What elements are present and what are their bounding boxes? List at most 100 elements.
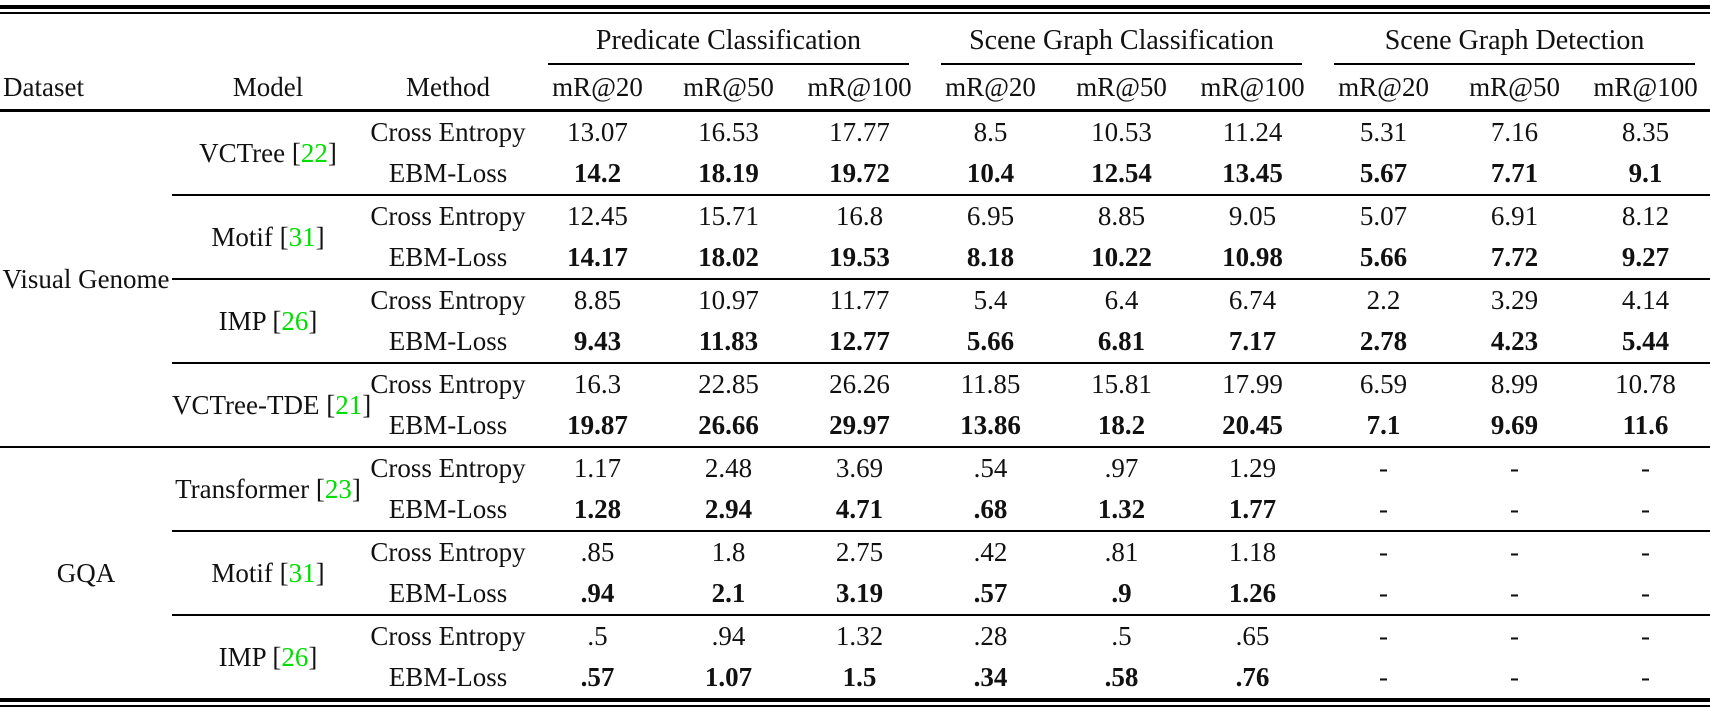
metric-header: mR@100 — [1187, 65, 1319, 112]
value-cell: 1.29 — [1187, 446, 1319, 489]
value-cell: 1.28 — [573, 494, 622, 524]
value-cell: 8.85 — [1056, 194, 1187, 237]
value-cell: 15.71 — [663, 194, 794, 237]
value-cell: - — [1580, 446, 1710, 489]
method-cell: EBM-Loss — [388, 326, 508, 356]
value-cell: 19.72 — [829, 158, 890, 188]
value-cell: 7.16 — [1490, 117, 1539, 147]
method-cell: Cross Entropy — [364, 446, 532, 489]
column-header-row: Dataset Model Method mR@20 mR@50 mR@100 … — [0, 65, 1710, 112]
metric-header: mR@50 — [1056, 65, 1187, 112]
value-cell: 9.05 — [1187, 194, 1319, 237]
value-cell: 18.02 — [698, 242, 759, 272]
col-header-model: Model — [172, 65, 364, 112]
value-cell: 26.66 — [698, 410, 759, 440]
value-cell: 12.54 — [1091, 158, 1152, 188]
citation-number: 21 — [335, 389, 363, 420]
model-cell: VCTree [22] — [199, 137, 337, 168]
metric-header: mR@50 — [663, 65, 794, 112]
value-cell: 2.78 — [1359, 326, 1408, 356]
table-body: Visual Genome VCTree [22] Cross Entropy 13.… — [0, 111, 1710, 698]
table-row: Motif [31] Cross Entropy 12.45 15.71 16.8 6.9… — [0, 194, 1710, 279]
citation-number: 26 — [281, 641, 309, 672]
method-cell: EBM-Loss — [388, 494, 508, 524]
method-cell: EBM-Loss — [388, 242, 508, 272]
value-cell: 5.44 — [1621, 326, 1670, 356]
group-header-label: Scene Graph Detection — [1334, 24, 1696, 65]
metric-header: mR@20 — [925, 65, 1056, 112]
group-header-predicate-classification: Predicate Classification — [532, 14, 925, 65]
value-cell: 10.78 — [1580, 362, 1710, 405]
method-cell: Cross Entropy — [364, 530, 532, 573]
value-cell: 1.32 — [1097, 494, 1146, 524]
value-cell: 6.81 — [1097, 326, 1146, 356]
value-cell: 9.27 — [1621, 242, 1670, 272]
table-row: Visual Genome VCTree [22] Cross Entropy 13.… — [0, 111, 1710, 294]
value-cell: 5.31 — [1359, 117, 1408, 147]
value-cell: 5.4 — [925, 278, 1056, 321]
value-cell: .68 — [973, 494, 1008, 524]
value-cell: 11.83 — [698, 326, 759, 356]
value-cell: 22.85 — [663, 362, 794, 405]
value-cell: 26.26 — [794, 362, 925, 405]
value-cell: .94 — [663, 614, 794, 657]
group-header-scene-graph-classification: Scene Graph Classification — [925, 14, 1318, 65]
value-cell: 2.1 — [711, 578, 746, 608]
value-cell: 15.81 — [1056, 362, 1187, 405]
value-cell: 5.66 — [1359, 242, 1408, 272]
value-cell: .65 — [1187, 614, 1319, 657]
value-cell: 17.77 — [829, 117, 890, 147]
value-cell: 8.35 — [1621, 117, 1670, 147]
value-cell: 6.59 — [1318, 362, 1450, 405]
value-cell: .9 — [1111, 578, 1132, 608]
value-cell: 9.1 — [1628, 158, 1663, 188]
value-cell: .57 — [973, 578, 1008, 608]
value-cell: .5 — [1056, 614, 1187, 657]
model-cell: IMP [26] — [172, 278, 364, 363]
value-cell: 8.12 — [1580, 194, 1710, 237]
group-header-label: Predicate Classification — [548, 24, 909, 65]
value-cell: 4.71 — [835, 494, 884, 524]
metric-header: mR@20 — [1318, 65, 1450, 112]
value-cell: 5.67 — [1359, 158, 1408, 188]
value-cell: 1.07 — [704, 662, 753, 692]
value-cell: 19.87 — [567, 410, 628, 440]
results-table: Predicate Classification Scene Graph Cla… — [0, 14, 1710, 698]
value-cell: .42 — [925, 530, 1056, 573]
value-cell: 20.45 — [1222, 410, 1283, 440]
value-cell: - — [1449, 530, 1581, 573]
method-cell: Cross Entropy — [370, 117, 526, 147]
value-cell: 17.99 — [1187, 362, 1319, 405]
citation-number: 31 — [288, 557, 316, 588]
value-cell: 16.53 — [698, 117, 759, 147]
value-cell: .76 — [1235, 662, 1270, 692]
value-cell: 1.77 — [1228, 494, 1277, 524]
metric-header: mR@100 — [1580, 65, 1710, 112]
value-cell: - — [1379, 494, 1389, 524]
value-cell: 1.18 — [1187, 530, 1319, 573]
model-cell: VCTree-TDE [21] — [172, 362, 371, 447]
value-cell: - — [1641, 662, 1651, 692]
value-cell: 3.19 — [835, 578, 884, 608]
method-cell: EBM-Loss — [388, 410, 508, 440]
value-cell: - — [1510, 578, 1520, 608]
metric-header: mR@50 — [1449, 65, 1581, 112]
value-cell: 4.14 — [1580, 278, 1710, 321]
dataset-cell: GQA — [0, 446, 172, 698]
value-cell: 8.5 — [973, 117, 1008, 147]
table-row: EBM-Loss .94 2.1 3.19 .57 .9 1.26 - - - — [0, 573, 1710, 615]
table-row: VCTree-TDE [21] Cross Entropy 16.3 22.85 26.… — [0, 362, 1710, 447]
model-cell: Motif [31] — [172, 194, 364, 279]
value-cell: 3.29 — [1449, 278, 1581, 321]
value-cell: - — [1379, 662, 1389, 692]
table-row: EBM-Loss 14.2 18.19 19.72 10.4 12.54 13.45 5.67… — [0, 153, 1710, 195]
value-cell: .58 — [1104, 662, 1139, 692]
citation-number: 31 — [288, 221, 316, 252]
value-cell: 4.23 — [1490, 326, 1539, 356]
method-cell: Cross Entropy — [364, 614, 532, 657]
table-row: EBM-Loss 19.87 26.66 29.97 13.86 18.2 20.45 7.1… — [0, 405, 1710, 447]
table-row: Motif [31] Cross Entropy .85 1.8 2.75.42.81 1… — [0, 530, 1710, 615]
model-cell: Transformer [23] — [172, 446, 364, 531]
col-header-dataset: Dataset — [0, 65, 172, 112]
method-cell: Cross Entropy — [364, 362, 532, 405]
